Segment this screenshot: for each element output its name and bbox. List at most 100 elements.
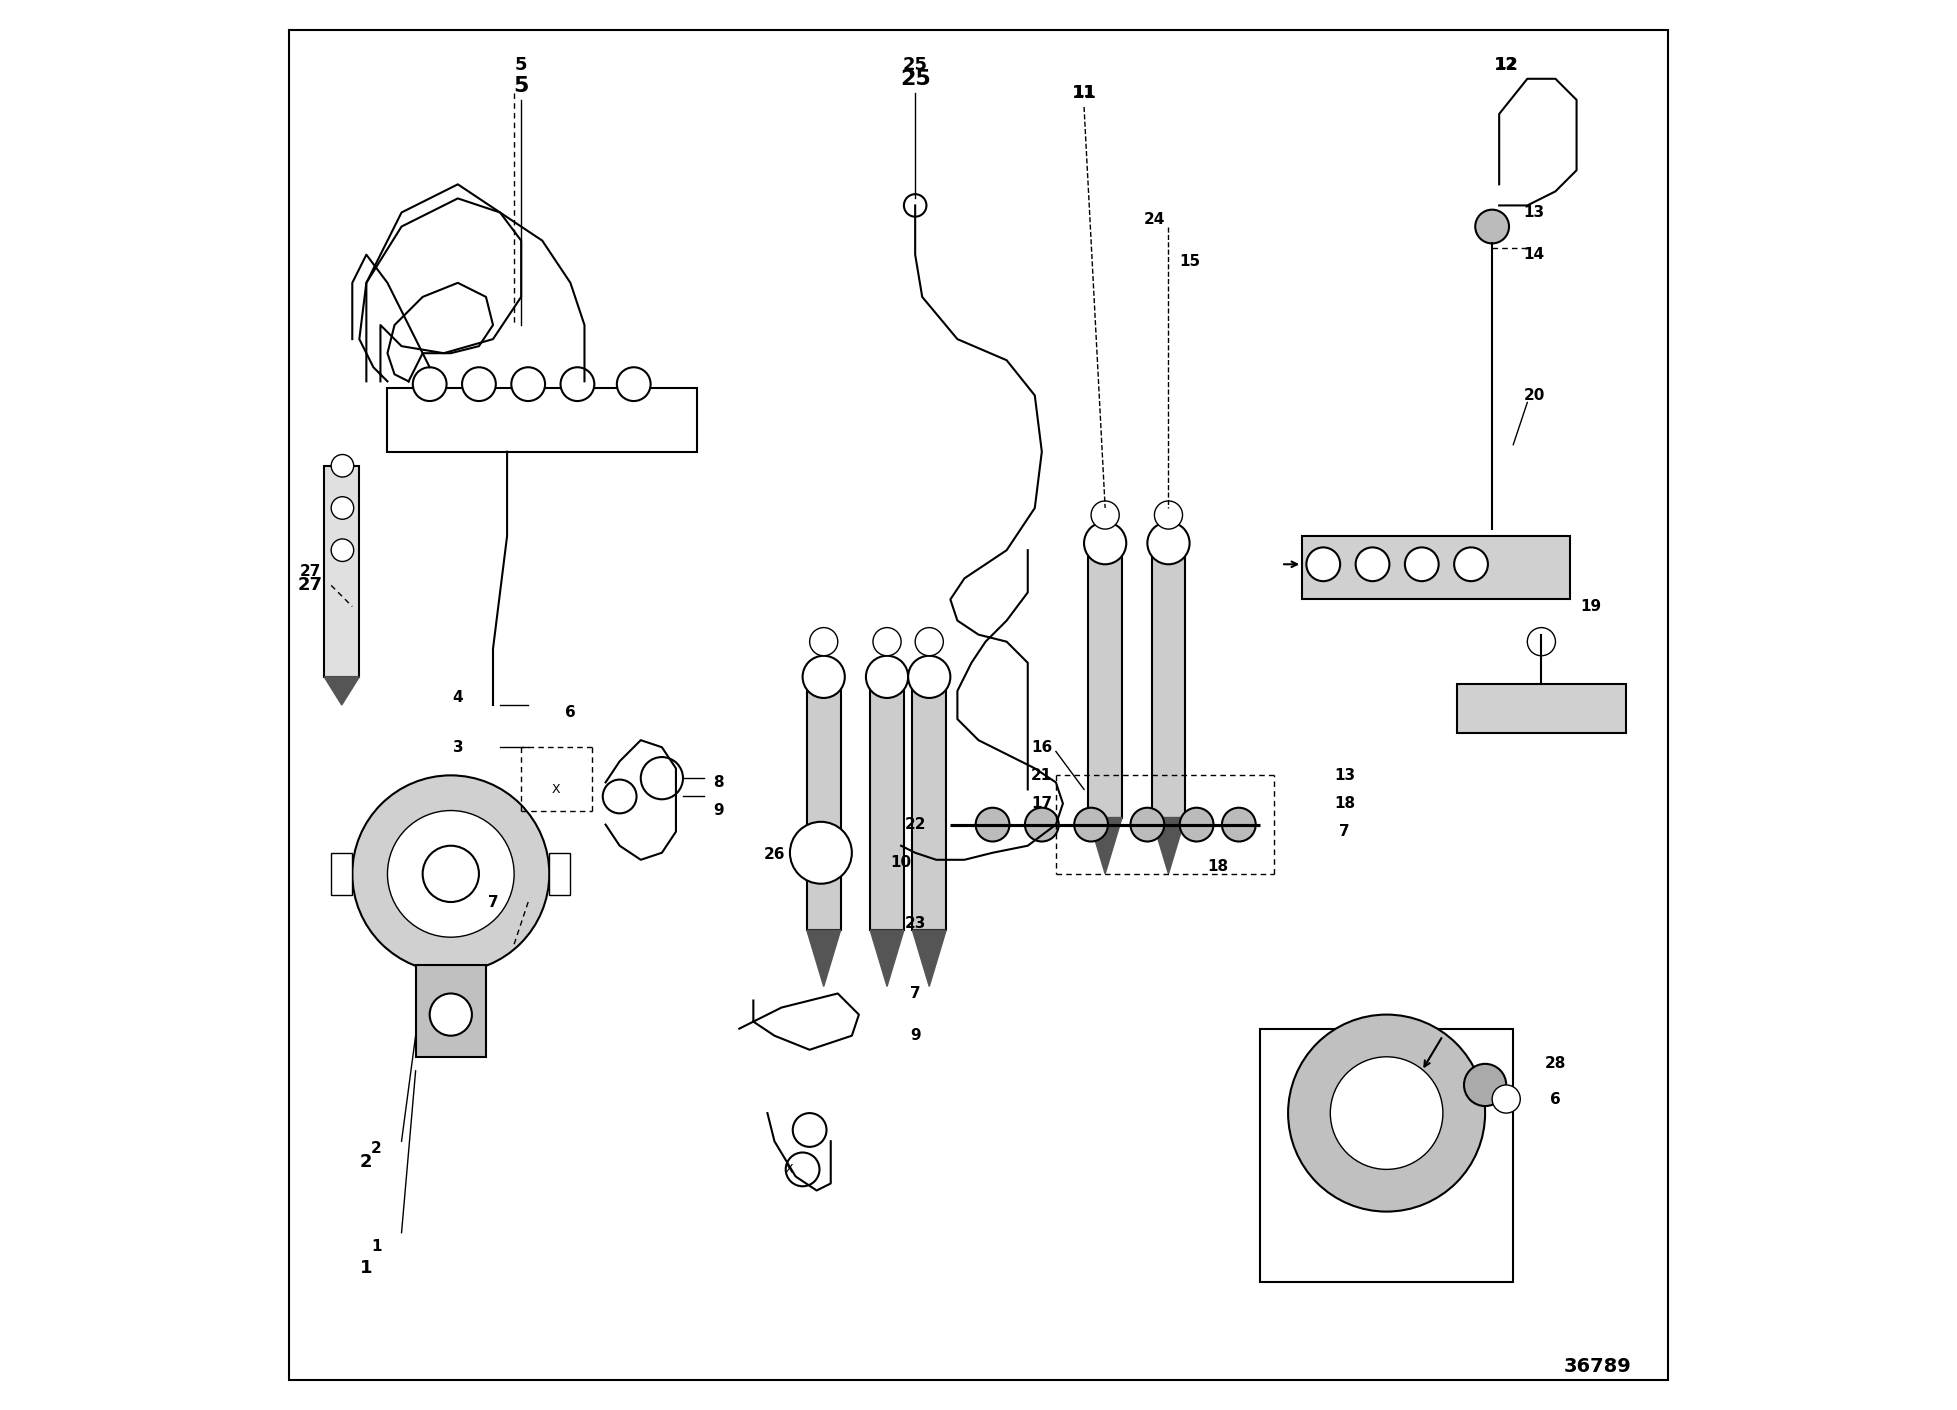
Text: 16: 16 — [1031, 740, 1053, 754]
Circle shape — [873, 627, 900, 656]
Circle shape — [1331, 1058, 1442, 1169]
Text: 36789: 36789 — [1564, 1356, 1632, 1376]
Circle shape — [810, 627, 838, 656]
Circle shape — [1155, 501, 1182, 529]
Text: 25: 25 — [900, 69, 930, 89]
Text: 5: 5 — [513, 76, 528, 96]
Bar — [1151, 550, 1186, 818]
Text: 10: 10 — [890, 854, 912, 870]
Circle shape — [802, 656, 845, 698]
Circle shape — [908, 656, 951, 698]
Circle shape — [1454, 547, 1487, 581]
Text: 25: 25 — [902, 56, 928, 73]
Bar — [387, 388, 697, 451]
Text: 12: 12 — [1493, 56, 1519, 73]
Circle shape — [1221, 808, 1256, 842]
Text: 28: 28 — [1544, 1056, 1566, 1072]
Circle shape — [1476, 210, 1509, 244]
Text: X: X — [785, 1163, 793, 1176]
Circle shape — [331, 496, 354, 519]
Bar — [550, 853, 569, 895]
Circle shape — [331, 539, 354, 561]
Text: 12: 12 — [1495, 58, 1517, 72]
Circle shape — [462, 367, 495, 400]
Bar — [871, 677, 904, 931]
Circle shape — [916, 627, 943, 656]
Text: 21: 21 — [1031, 768, 1053, 783]
Bar — [1260, 1029, 1513, 1282]
Circle shape — [387, 811, 515, 938]
Text: 2: 2 — [370, 1141, 382, 1156]
Bar — [325, 465, 360, 677]
Circle shape — [1084, 522, 1127, 564]
Text: 13: 13 — [1525, 204, 1544, 220]
Circle shape — [331, 454, 354, 477]
Text: 14: 14 — [1525, 247, 1544, 262]
Circle shape — [603, 780, 636, 814]
Circle shape — [423, 846, 479, 902]
Text: 19: 19 — [1579, 599, 1601, 613]
Text: X: X — [552, 783, 560, 795]
Polygon shape — [325, 677, 360, 705]
Text: 18: 18 — [1207, 859, 1229, 874]
Text: 7: 7 — [487, 894, 499, 909]
Bar — [1301, 536, 1570, 599]
Text: 5: 5 — [515, 56, 526, 73]
Polygon shape — [1151, 818, 1186, 874]
Circle shape — [560, 367, 595, 400]
Circle shape — [1491, 1084, 1521, 1112]
Text: 27: 27 — [299, 564, 321, 580]
Circle shape — [1464, 1063, 1507, 1105]
Text: 11: 11 — [1074, 86, 1094, 100]
Text: 1: 1 — [372, 1239, 382, 1255]
Circle shape — [640, 757, 683, 799]
Text: 26: 26 — [763, 846, 785, 862]
Text: 4: 4 — [452, 691, 464, 705]
Circle shape — [865, 656, 908, 698]
Circle shape — [1288, 1015, 1485, 1211]
Polygon shape — [1088, 818, 1121, 874]
Circle shape — [1526, 627, 1556, 656]
Text: 20: 20 — [1525, 388, 1544, 403]
Circle shape — [1147, 522, 1190, 564]
Text: 17: 17 — [1031, 797, 1053, 811]
Circle shape — [793, 1112, 826, 1146]
Text: 11: 11 — [1072, 83, 1096, 102]
Text: 2: 2 — [360, 1153, 372, 1172]
Circle shape — [1405, 547, 1438, 581]
Polygon shape — [871, 931, 904, 987]
Text: 1: 1 — [360, 1259, 372, 1277]
Text: 13: 13 — [1335, 768, 1354, 783]
Text: 24: 24 — [1143, 212, 1164, 227]
Circle shape — [1092, 501, 1119, 529]
Circle shape — [1025, 808, 1059, 842]
Text: 27: 27 — [297, 577, 323, 595]
Text: 9: 9 — [910, 1028, 920, 1043]
Bar — [415, 966, 485, 1058]
Circle shape — [511, 367, 546, 400]
Circle shape — [791, 822, 851, 884]
Text: 7: 7 — [1339, 825, 1350, 839]
Bar — [1456, 684, 1626, 733]
Text: 6: 6 — [566, 705, 575, 719]
Circle shape — [904, 195, 926, 217]
Bar — [912, 677, 945, 931]
Circle shape — [352, 776, 550, 973]
Circle shape — [1131, 808, 1164, 842]
Text: 18: 18 — [1335, 797, 1354, 811]
Circle shape — [785, 1152, 820, 1186]
Text: 6: 6 — [1550, 1091, 1562, 1107]
Text: 3: 3 — [452, 740, 464, 754]
Text: 22: 22 — [904, 818, 926, 832]
Circle shape — [413, 367, 446, 400]
Circle shape — [431, 994, 472, 1036]
Text: 23: 23 — [904, 915, 926, 931]
Bar — [1088, 550, 1121, 818]
Polygon shape — [806, 931, 842, 987]
Text: 15: 15 — [1178, 254, 1200, 269]
Circle shape — [977, 808, 1010, 842]
Circle shape — [1356, 547, 1389, 581]
Bar — [806, 677, 842, 931]
Circle shape — [1180, 808, 1213, 842]
Text: 8: 8 — [712, 776, 724, 790]
